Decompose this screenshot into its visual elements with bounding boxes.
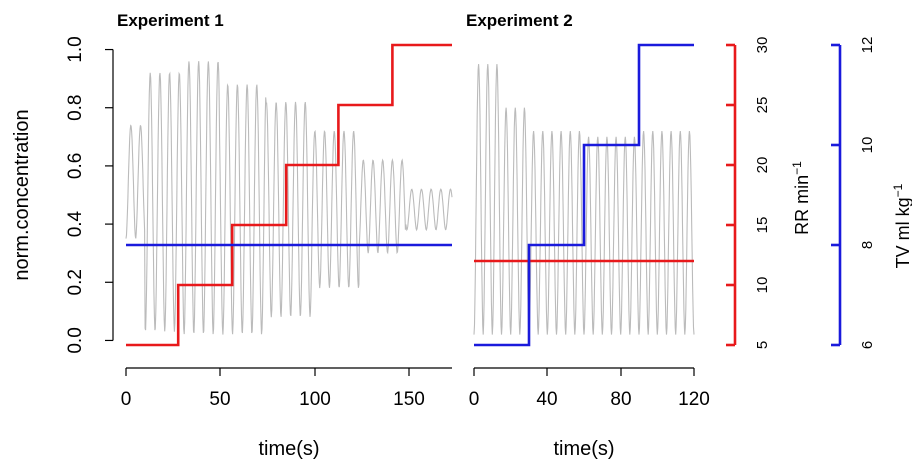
y-tick-label: 0.2 xyxy=(65,269,86,295)
rr-tick-label: 5 xyxy=(754,341,771,349)
x-tick-label: 150 xyxy=(393,389,425,410)
y-tick-label: 0.0 xyxy=(65,327,86,353)
concentration-trace xyxy=(125,61,453,335)
tv-axis-title: TV ml kg−1 xyxy=(891,183,912,268)
x-axis-label-experiment-1: time(s) xyxy=(258,438,319,460)
x-tick-label: 100 xyxy=(299,389,331,410)
y-tick-label: 1.0 xyxy=(65,36,86,62)
x-tick-label: 80 xyxy=(610,389,631,410)
y-axis-label: norm.concentration xyxy=(11,109,33,280)
tv-step-line xyxy=(474,43,694,347)
x-axis-label-experiment-2: time(s) xyxy=(553,438,614,460)
y-tick-label: 0.6 xyxy=(65,153,86,179)
tv-tick-label: 12 xyxy=(859,37,876,54)
x-tick-label: 120 xyxy=(678,389,710,410)
rr-tick-label: 20 xyxy=(754,157,771,174)
rr-tick-label: 30 xyxy=(754,37,771,54)
x-tick-label: 40 xyxy=(536,389,557,410)
panel-title-experiment-2: Experiment 2 xyxy=(466,11,573,30)
x-tick-label: 0 xyxy=(469,389,480,410)
rr-axis-title: RR min−1 xyxy=(790,161,812,235)
tv-axis-title-text: TV ml kg xyxy=(893,197,912,268)
x-tick-label: 50 xyxy=(209,389,230,410)
concentration-trace xyxy=(473,64,695,335)
rr-tick-label: 25 xyxy=(754,97,771,114)
panel-title-experiment-1: Experiment 1 xyxy=(117,11,224,30)
rr-tick-label: 15 xyxy=(754,217,771,234)
plot-layer: 0.0 0.2 0.4 0.6 0.8 1.0 0 50 100 150 0 40 80 120 5 10 15… xyxy=(65,36,876,410)
tv-tick-label: 6 xyxy=(859,341,876,349)
y-tick-label: 0.4 xyxy=(65,210,86,237)
tv-tick-label: 8 xyxy=(859,241,876,249)
y-tick-label: 0.8 xyxy=(65,95,86,121)
x-tick-label: 0 xyxy=(121,389,132,410)
rr-axis-title-text: RR min xyxy=(792,175,812,235)
rr-axis-title-superscript: −1 xyxy=(790,161,804,175)
rr-step-line xyxy=(126,43,452,347)
rr-tick-label: 10 xyxy=(754,277,771,294)
tv-tick-label: 10 xyxy=(859,137,876,154)
tv-axis-title-superscript: −1 xyxy=(891,183,905,197)
